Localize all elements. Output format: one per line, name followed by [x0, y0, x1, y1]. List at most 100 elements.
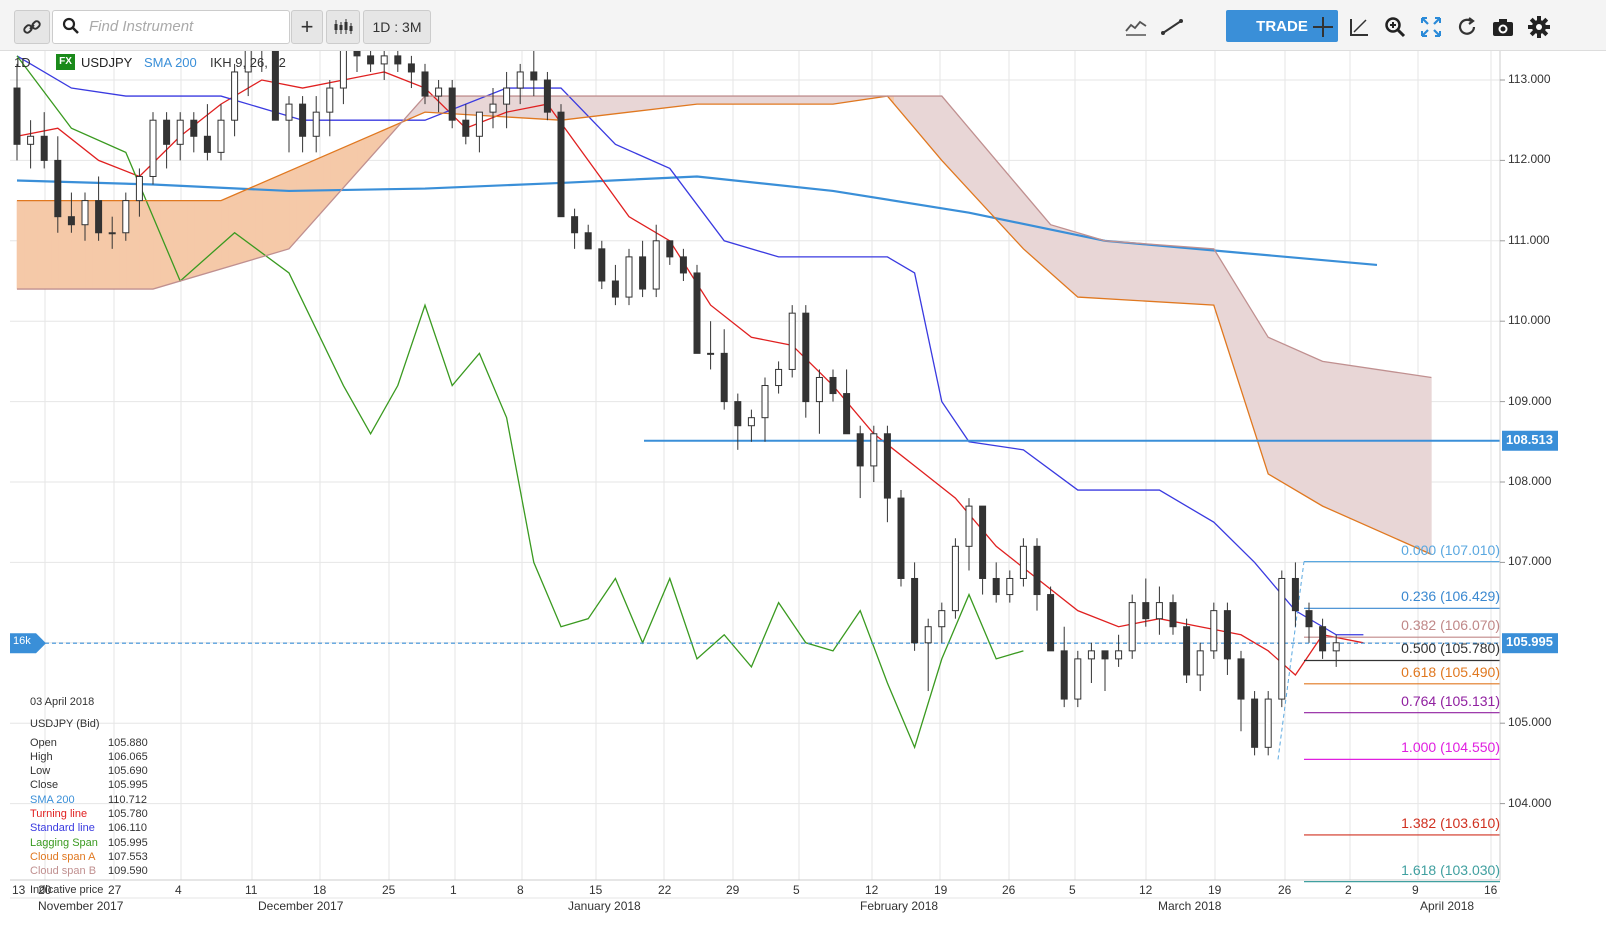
candle[interactable] — [611, 264, 619, 306]
candle[interactable] — [557, 104, 565, 218]
candle[interactable] — [761, 377, 769, 442]
plus-icon[interactable]: + — [291, 10, 323, 44]
candle[interactable] — [407, 55, 415, 89]
candle[interactable] — [54, 136, 62, 233]
candle[interactable] — [163, 112, 171, 169]
gear-icon[interactable] — [1524, 12, 1554, 42]
candle[interactable] — [326, 80, 334, 137]
candle[interactable] — [503, 71, 511, 129]
candle[interactable] — [149, 112, 157, 185]
candle[interactable] — [489, 88, 497, 129]
candle[interactable] — [1033, 538, 1041, 611]
candle[interactable] — [924, 618, 932, 692]
candle[interactable] — [598, 240, 606, 290]
candle[interactable] — [1047, 586, 1055, 652]
candle[interactable] — [843, 369, 851, 435]
refresh-icon[interactable] — [1452, 12, 1482, 42]
candle[interactable] — [571, 208, 579, 249]
candle[interactable] — [1087, 642, 1095, 683]
search-box[interactable] — [52, 10, 290, 44]
candle[interactable] — [203, 104, 211, 161]
candle[interactable] — [1196, 642, 1204, 692]
candle[interactable] — [1291, 562, 1299, 627]
candle[interactable] — [1115, 634, 1123, 667]
candle[interactable] — [13, 63, 21, 161]
candle[interactable] — [176, 112, 184, 161]
candle[interactable] — [81, 192, 89, 241]
cloud-span-a-line[interactable] — [17, 95, 1432, 555]
candle[interactable] — [27, 120, 35, 169]
candle[interactable] — [1237, 650, 1245, 732]
legend-symbol[interactable]: USDJPY — [81, 55, 133, 70]
candle[interactable] — [462, 104, 470, 145]
candle[interactable] — [217, 104, 225, 161]
candle[interactable] — [448, 80, 456, 129]
candle[interactable] — [938, 602, 946, 643]
candle[interactable] — [1128, 594, 1136, 659]
candle[interactable] — [856, 425, 864, 499]
candle[interactable] — [1019, 538, 1027, 587]
cloud-span-b-line[interactable] — [17, 95, 1432, 379]
candle[interactable] — [965, 498, 973, 571]
candle[interactable] — [747, 409, 755, 442]
candle[interactable] — [1169, 594, 1177, 635]
candle[interactable] — [679, 248, 687, 281]
legend-sma[interactable]: SMA 200 — [144, 55, 197, 70]
candle[interactable] — [911, 562, 919, 651]
candle[interactable] — [652, 224, 660, 298]
candle[interactable] — [707, 321, 715, 370]
candle[interactable] — [435, 80, 443, 113]
candle[interactable] — [1264, 691, 1272, 756]
candle[interactable] — [883, 425, 891, 523]
candle[interactable] — [421, 63, 429, 105]
candle[interactable] — [312, 96, 320, 153]
candle[interactable] — [95, 176, 103, 241]
chart-type-icon[interactable] — [1121, 12, 1151, 42]
candle[interactable] — [543, 71, 551, 121]
candle[interactable] — [666, 240, 674, 265]
candle[interactable] — [1183, 618, 1191, 683]
candle[interactable] — [775, 361, 783, 394]
candle[interactable] — [1101, 650, 1109, 692]
fibonacci-tool[interactable] — [1277, 560, 1500, 883]
search-input[interactable] — [87, 17, 281, 36]
candle[interactable] — [516, 63, 524, 105]
candle[interactable] — [734, 393, 742, 450]
candle[interactable] — [992, 562, 1000, 603]
candle[interactable] — [1074, 650, 1082, 708]
candle[interactable] — [897, 490, 905, 587]
price-axis[interactable] — [1500, 48, 1606, 880]
lagging-span-line[interactable] — [16, 55, 1024, 750]
candle[interactable] — [1155, 586, 1163, 635]
fit-icon[interactable] — [1416, 12, 1446, 42]
candle[interactable] — [394, 47, 402, 72]
candle[interactable] — [122, 192, 130, 241]
candle[interactable] — [1142, 578, 1150, 627]
candle[interactable] — [693, 264, 701, 354]
candle[interactable] — [67, 192, 75, 233]
candle[interactable] — [40, 112, 48, 169]
candle[interactable] — [951, 538, 959, 619]
sma-200-line[interactable] — [16, 175, 1378, 267]
candle[interactable] — [1060, 626, 1068, 708]
candle[interactable] — [1305, 602, 1313, 643]
candle[interactable] — [639, 240, 647, 298]
candles-icon[interactable] — [326, 10, 360, 44]
candle[interactable] — [135, 168, 143, 217]
candle[interactable] — [299, 96, 307, 153]
candle[interactable] — [870, 425, 878, 482]
fib-icon[interactable] — [1344, 12, 1374, 42]
candle[interactable] — [815, 369, 823, 434]
candle[interactable] — [720, 329, 728, 410]
candle[interactable] — [1319, 618, 1327, 659]
timeframe-button[interactable]: 1D : 3M — [363, 10, 431, 44]
candle[interactable] — [829, 369, 837, 402]
candle[interactable] — [231, 63, 239, 137]
candle[interactable] — [625, 248, 633, 306]
candle[interactable] — [979, 505, 987, 595]
candle[interactable] — [530, 47, 538, 97]
candle[interactable] — [475, 111, 483, 153]
candle[interactable] — [1251, 691, 1259, 756]
camera-icon[interactable] — [1488, 12, 1518, 42]
